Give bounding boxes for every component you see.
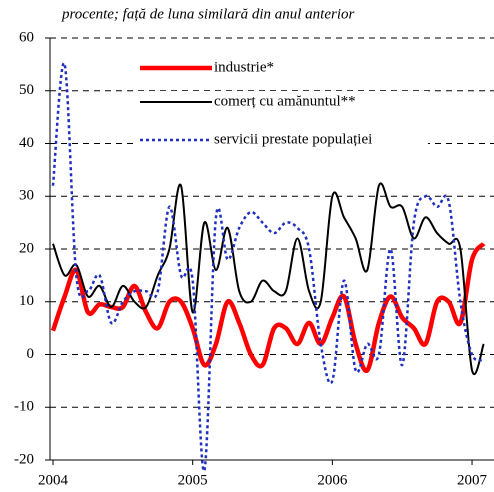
- legend-bg: [138, 91, 428, 113]
- legend-bg: [138, 129, 428, 151]
- y-tick-label: 50: [19, 82, 34, 98]
- x-tick-label: 2006: [317, 472, 348, 488]
- legend-label: industrie*: [214, 59, 274, 75]
- series-line: [52, 182, 485, 375]
- legend-label: servicii prestate populației: [214, 131, 372, 147]
- y-tick-label: 20: [19, 240, 34, 256]
- y-tick-label: 0: [27, 346, 35, 362]
- y-tick-label: -10: [14, 399, 34, 415]
- x-tick-label: 2005: [178, 472, 208, 488]
- legend-label: comerț cu amănuntul**: [214, 93, 356, 109]
- series-line: [50, 242, 486, 373]
- y-tick-label: -20: [14, 451, 34, 467]
- x-tick-label: 2007: [457, 472, 488, 488]
- x-tick-label: 2004: [38, 472, 69, 488]
- y-tick-label: 60: [19, 29, 34, 45]
- legend-bg: [138, 57, 428, 79]
- chart-title: procente; față de luna similară din anul…: [61, 6, 355, 22]
- series-line: [51, 61, 485, 472]
- y-tick-label: 10: [19, 293, 34, 309]
- y-tick-label: 40: [19, 135, 34, 151]
- y-tick-label: 30: [19, 188, 34, 204]
